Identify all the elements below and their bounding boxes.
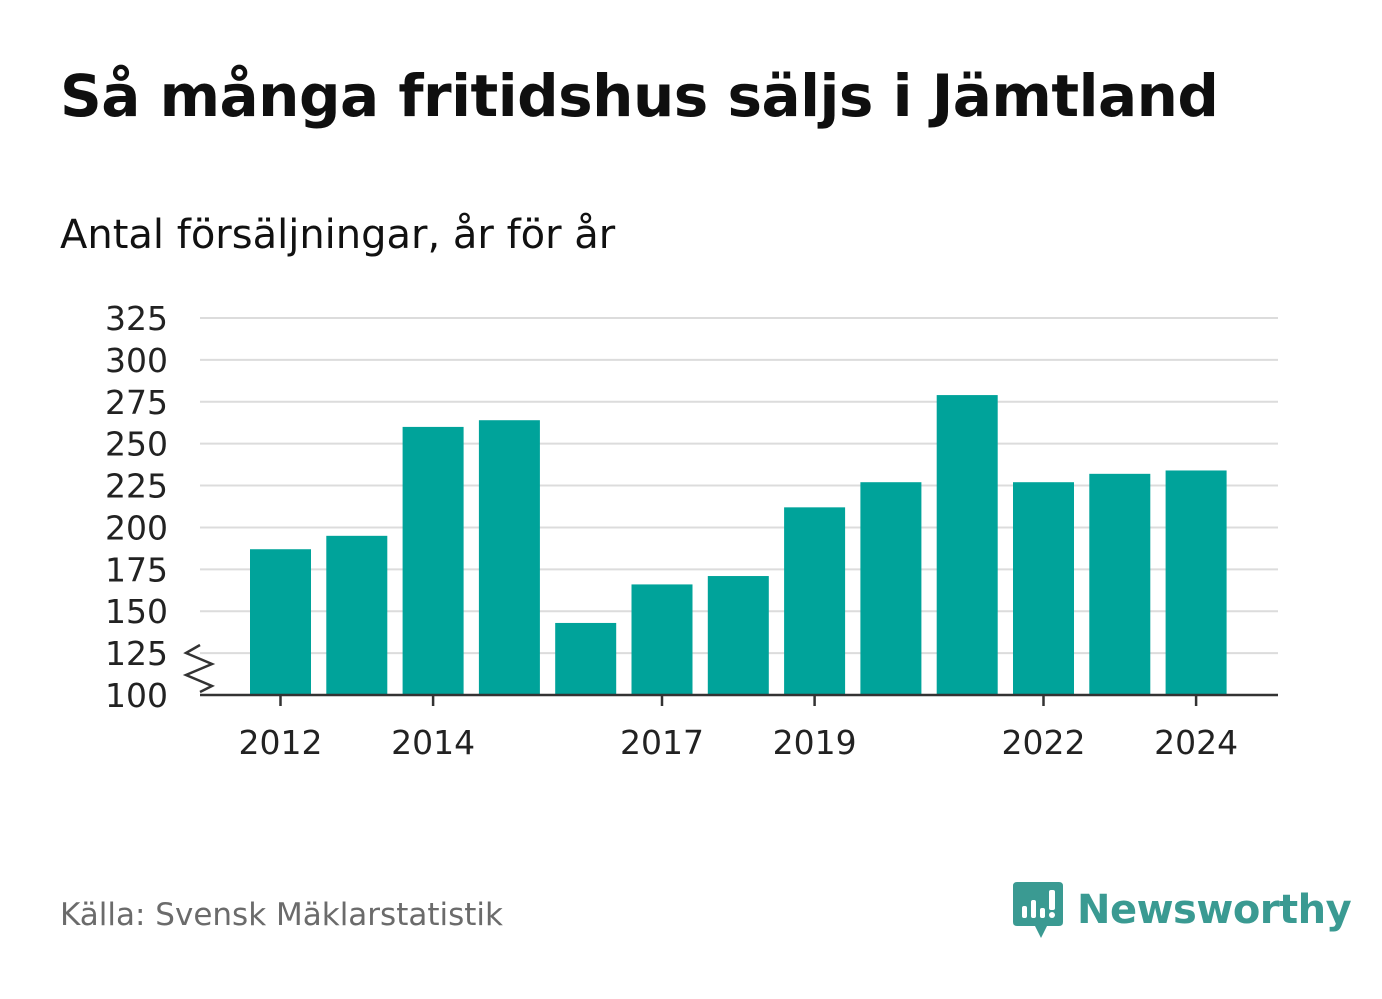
chart-title: Så många fritidshus säljs i Jämtland	[60, 62, 1219, 130]
bar-2019	[784, 507, 846, 695]
x-tick-label: 2024	[1154, 723, 1238, 762]
x-axis-labels: 2012 2014 2017 2019 2022 2024	[239, 723, 1239, 762]
bar-2022	[1013, 482, 1074, 695]
bar-2024	[1165, 470, 1227, 695]
bar-2021	[936, 395, 998, 695]
y-tick-label: 125	[105, 634, 168, 673]
source-note: Källa: Svensk Mäklarstatistik	[60, 897, 503, 933]
bar-2018	[707, 576, 769, 695]
y-tick-label: 150	[105, 592, 168, 631]
bar-2016	[555, 622, 617, 695]
x-tick-label: 2017	[620, 723, 704, 762]
x-tick-label: 2012	[239, 723, 323, 762]
bar-2023	[1089, 473, 1151, 695]
y-tick-label: 100	[105, 676, 168, 715]
brand-name: Newsworthy	[1077, 887, 1352, 933]
bars	[250, 395, 1227, 695]
chart-subtitle: Antal försäljningar, år för år	[60, 212, 616, 258]
x-axis	[182, 643, 1278, 706]
y-tick-label: 275	[105, 383, 168, 422]
newsworthy-logo: Newsworthy	[1011, 880, 1352, 940]
y-tick-label: 300	[105, 341, 168, 380]
bar-2013	[326, 535, 388, 695]
bar-2017	[631, 584, 693, 695]
newsworthy-logo-icon	[1013, 882, 1063, 938]
y-tick-label: 325	[105, 299, 168, 338]
x-tick-label: 2019	[773, 723, 857, 762]
bar-2020	[860, 482, 922, 695]
axis-break-icon	[182, 643, 216, 694]
y-tick-label: 225	[105, 467, 168, 506]
y-tick-label: 250	[105, 425, 168, 464]
x-tick-label: 2014	[391, 723, 475, 762]
bar-2015	[478, 420, 540, 695]
y-tick-label: 200	[105, 508, 168, 547]
bar-2014	[402, 426, 464, 695]
bar-2012	[250, 549, 311, 695]
x-tick-label: 2022	[1002, 723, 1086, 762]
y-tick-label: 175	[105, 550, 168, 589]
